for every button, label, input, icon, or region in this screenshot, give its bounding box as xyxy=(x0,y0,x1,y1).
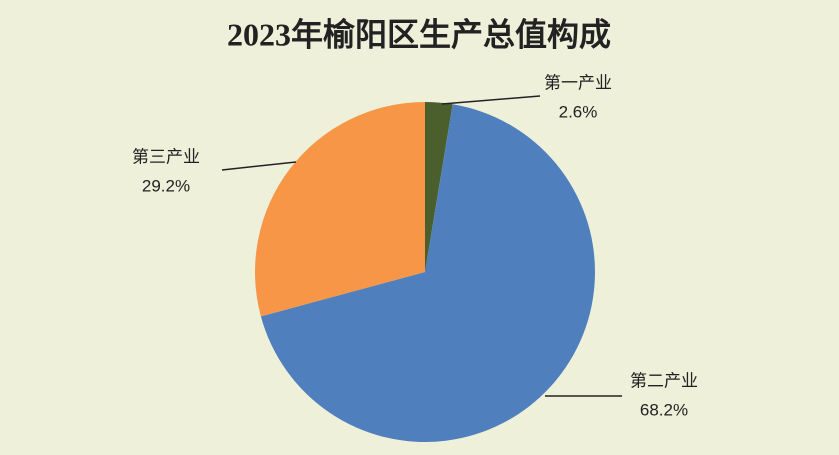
chart-title: 2023年榆阳区生产总值构成 xyxy=(227,16,611,52)
slice-value-label: 29.2% xyxy=(142,176,190,195)
slice-value-label: 2.6% xyxy=(559,102,598,121)
slice-label: 第三产业 xyxy=(132,147,200,166)
leader-line xyxy=(221,161,297,171)
pie-slice xyxy=(425,102,453,272)
pie-slice xyxy=(255,102,425,317)
leader-line xyxy=(441,95,541,105)
slice-label: 第一产业 xyxy=(544,73,612,92)
slice-value-label: 68.2% xyxy=(640,400,688,419)
slice-label: 第二产业 xyxy=(630,371,698,390)
pie-slice xyxy=(260,104,596,442)
